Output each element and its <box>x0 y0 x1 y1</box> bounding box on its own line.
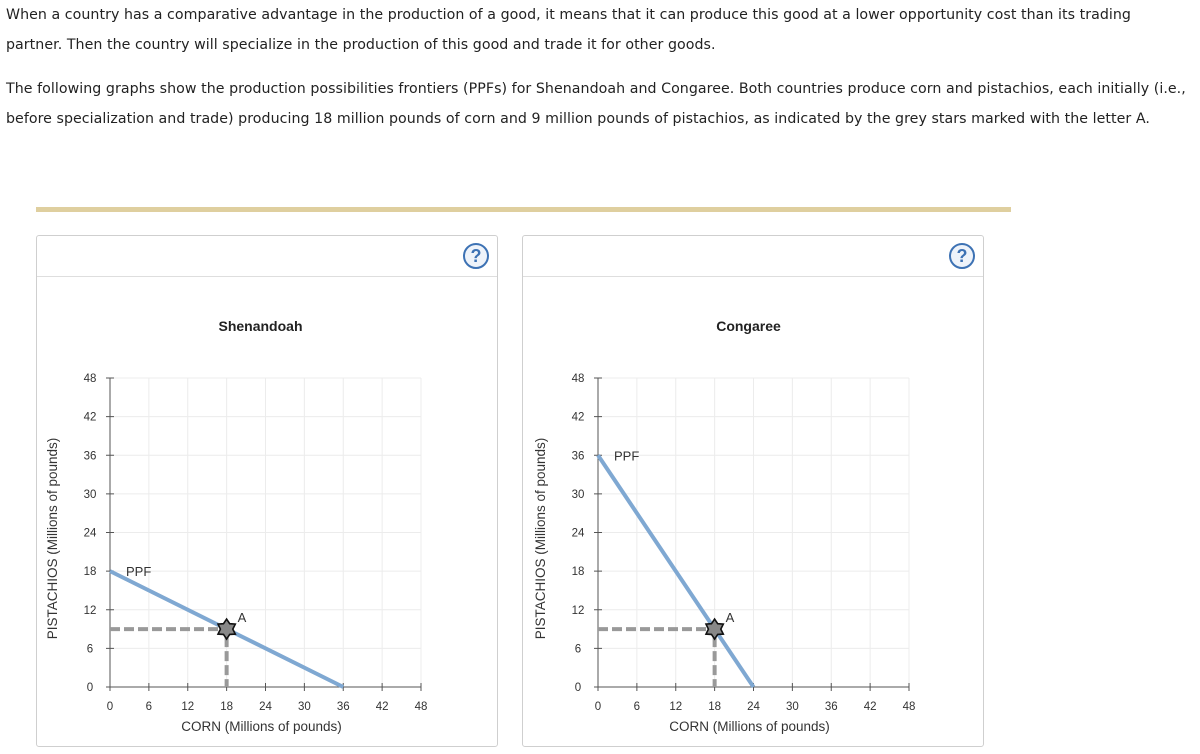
x-tick-label: 12 <box>181 701 194 713</box>
y-tick-label: 6 <box>87 643 93 655</box>
x-tick-label: 6 <box>146 701 152 713</box>
y-tick-label: 36 <box>572 450 585 462</box>
x-tick-label: 36 <box>337 701 350 713</box>
y-tick-label: 36 <box>84 450 97 462</box>
help-icon[interactable]: ? <box>949 243 975 269</box>
section-divider <box>36 207 1011 212</box>
y-tick-label: 42 <box>572 412 585 424</box>
y-tick-label: 24 <box>572 528 585 540</box>
x-tick-label: 48 <box>415 701 428 713</box>
x-tick-label: 12 <box>669 701 682 713</box>
point-a-star-icon <box>216 617 237 641</box>
y-tick-label: 0 <box>575 682 581 694</box>
ppf-label: PPF <box>614 448 639 463</box>
point-a-label: A <box>238 610 247 625</box>
congaree-graph-panel: ? Congaree 0 6 12 18 24 30 36 42 48 0 6 12 18 24 30 36 42… <box>522 235 984 747</box>
x-axis-title: CORN (Millions of pounds) <box>181 719 342 734</box>
ppf-label: PPF <box>126 564 151 579</box>
x-tick-label: 42 <box>376 701 389 713</box>
point-a-label: A <box>726 610 735 625</box>
y-tick-label: 6 <box>575 643 581 655</box>
x-tick-label: 36 <box>825 701 838 713</box>
ppf-line <box>596 454 756 689</box>
x-tick-label: 24 <box>747 701 760 713</box>
y-tick-label: 18 <box>84 566 97 578</box>
shenandoah-graph-panel: ? Shenandoah 0 6 12 18 24 30 36 42 48 0 6 12 18 24 30 36… <box>36 235 498 747</box>
y-axis-title: PISTACHIOS (Millions of pounds) <box>45 438 60 640</box>
graph-panel-header: ? <box>37 236 497 277</box>
x-tick-label: 6 <box>634 701 640 713</box>
shenandoah-ppf-chart: Shenandoah 0 6 12 18 24 30 36 42 48 0 6 12 18 24 30 36 42… <box>45 318 428 734</box>
y-tick-label: 42 <box>84 412 97 424</box>
graph-panel-header: ? <box>523 236 983 277</box>
intro-paragraph-2: The following graphs show the production… <box>6 81 1186 127</box>
x-tick-label: 24 <box>259 701 272 713</box>
chart-title: Congaree <box>716 318 781 334</box>
intro-paragraph-1: When a country has a comparative advanta… <box>6 7 1131 53</box>
chart-title: Shenandoah <box>218 318 302 334</box>
y-tick-label: 24 <box>84 528 97 540</box>
y-tick-label: 30 <box>84 489 97 501</box>
y-tick-label: 12 <box>572 605 585 617</box>
y-tick-label: 48 <box>572 373 585 385</box>
x-tick-label: 30 <box>786 701 799 713</box>
x-tick-label: 42 <box>864 701 877 713</box>
y-tick-label: 18 <box>572 566 585 578</box>
congaree-ppf-chart: Congaree 0 6 12 18 24 30 36 42 48 0 6 12 18 24 30 36 42 48… <box>533 318 916 734</box>
help-icon[interactable]: ? <box>463 243 489 269</box>
y-axis-title: PISTACHIOS (Millions of pounds) <box>533 438 548 640</box>
x-tick-label: 48 <box>903 701 916 713</box>
y-tick-label: 30 <box>572 489 585 501</box>
x-tick-label: 0 <box>107 701 113 713</box>
y-tick-label: 0 <box>87 682 93 694</box>
point-a-star-icon <box>704 617 725 641</box>
x-axis-title: CORN (Millions of pounds) <box>669 719 830 734</box>
x-tick-label: 0 <box>595 701 601 713</box>
y-tick-label: 48 <box>84 373 97 385</box>
x-tick-label: 30 <box>298 701 311 713</box>
y-tick-label: 12 <box>84 605 97 617</box>
x-tick-label: 18 <box>220 701 233 713</box>
x-tick-label: 18 <box>708 701 721 713</box>
